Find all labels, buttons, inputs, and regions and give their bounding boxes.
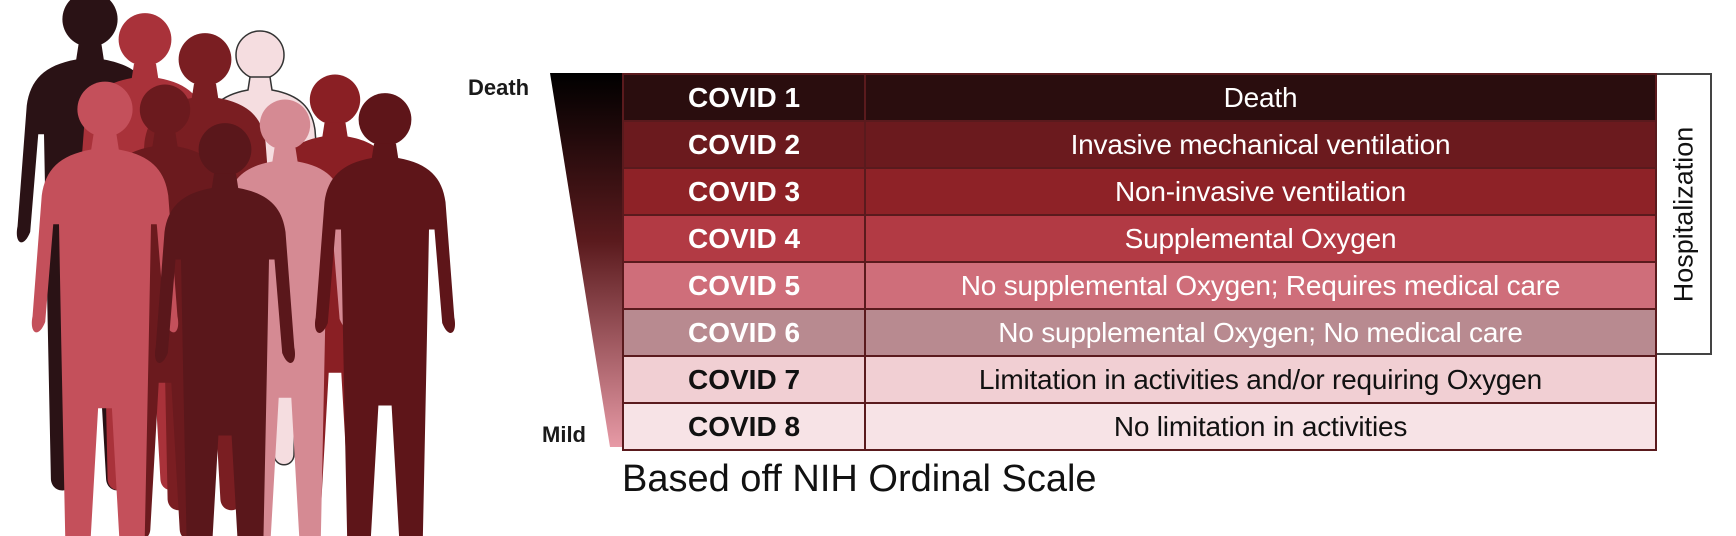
scale-description: Non-invasive ventilation xyxy=(864,167,1657,216)
scale-description: No limitation in activities xyxy=(864,402,1657,451)
scale-description: No supplemental Oxygen; Requires medical… xyxy=(864,261,1657,310)
scale-description: Limitation in activities and/or requirin… xyxy=(864,355,1657,404)
hospitalization-label: Hospitalization xyxy=(1668,126,1698,302)
scale-code: COVID 6 xyxy=(622,308,866,357)
scale-row: COVID 4 Supplemental Oxygen xyxy=(622,214,1657,263)
ordinal-scale-table: COVID 1 Death COVID 2 Invasive mechanical v… xyxy=(622,73,1657,451)
scale-row: COVID 1 Death xyxy=(622,73,1657,122)
scale-code: COVID 7 xyxy=(622,355,866,404)
scale-row: COVID 8 No limitation in activities xyxy=(622,402,1657,451)
hospitalization-bracket: Hospitalization xyxy=(1657,73,1712,355)
crowd-illustration xyxy=(16,0,456,536)
severity-gradient-wedge xyxy=(550,73,625,447)
scale-description: Supplemental Oxygen xyxy=(864,214,1657,263)
scale-row: COVID 5 No supplemental Oxygen; Requires … xyxy=(622,261,1657,310)
scale-code: COVID 8 xyxy=(622,402,866,451)
footer-note: Based off NIH Ordinal Scale xyxy=(622,458,1097,500)
scale-description: Invasive mechanical ventilation xyxy=(864,120,1657,169)
scale-row: COVID 7 Limitation in activities and/or r… xyxy=(622,355,1657,404)
scale-description: No supplemental Oxygen; No medical care xyxy=(864,308,1657,357)
severity-top-label: Death xyxy=(468,75,530,100)
scale-description: Death xyxy=(864,73,1657,122)
scale-code: COVID 1 xyxy=(622,73,866,122)
scale-code: COVID 2 xyxy=(622,120,866,169)
scale-code: COVID 5 xyxy=(622,261,866,310)
scale-code: COVID 3 xyxy=(622,167,866,216)
scale-row: COVID 2 Invasive mechanical ventilation xyxy=(622,120,1657,169)
scale-code: COVID 4 xyxy=(622,214,866,263)
scale-row: COVID 6 No supplemental Oxygen; No medica… xyxy=(622,308,1657,357)
severity-bottom-label: Mild xyxy=(542,422,586,447)
scale-row: COVID 3 Non-invasive ventilation xyxy=(622,167,1657,216)
